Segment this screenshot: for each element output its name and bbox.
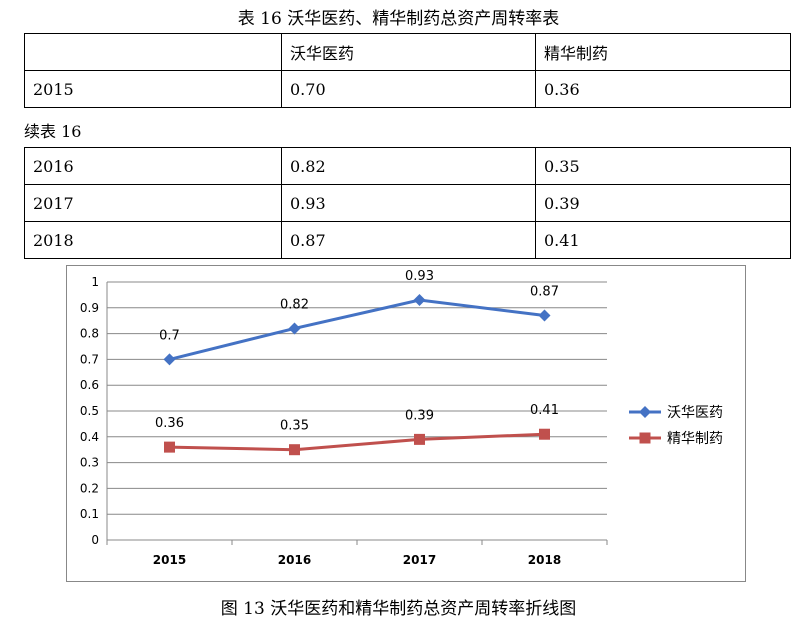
table-title: 表 16 沃华医药、精华制药总资产周转率表 bbox=[237, 9, 560, 29]
wohua-value-cell: 0.82 bbox=[281, 147, 536, 185]
table-row: 2016 0.82 0.35 bbox=[24, 147, 791, 185]
series-line-1 bbox=[169, 298, 545, 361]
data-label: 0.82 bbox=[280, 297, 309, 312]
data-point-marker bbox=[539, 428, 550, 440]
jinghua-value-cell: 0.35 bbox=[535, 147, 791, 185]
turnover-table-part2: 2016 0.82 0.35 2017 0.93 0.39 2018 0.87 … bbox=[24, 147, 791, 259]
y-tick-label: 0.4 bbox=[80, 430, 99, 444]
header-cell-wohua: 沃华医药 bbox=[281, 33, 536, 71]
table-header-row: 沃华医药 精华制药 bbox=[24, 33, 791, 71]
data-label: 0.7 bbox=[159, 328, 180, 343]
header-cell-empty bbox=[24, 33, 282, 71]
y-tick-label: 1 bbox=[91, 275, 99, 289]
y-tick-label: 0.6 bbox=[80, 378, 99, 392]
data-point-marker bbox=[163, 353, 176, 366]
year-cell: 2017 bbox=[24, 184, 282, 222]
y-tick-label: 0.2 bbox=[80, 481, 99, 495]
x-tick-label: 2017 bbox=[403, 553, 436, 567]
series-line-2 bbox=[169, 432, 545, 452]
jinghua-value-cell: 0.39 bbox=[535, 184, 791, 222]
data-point-marker bbox=[288, 322, 301, 335]
chart-frame: 0 0.1 0.2 0.3 0.4 0.5 0.6 0.7 0.8 0.9 1 2015 2016 201… bbox=[66, 265, 746, 582]
figure-caption: 图 13 沃华医药和精华制药总资产周转率折线图 bbox=[220, 599, 577, 619]
data-label: 0.39 bbox=[405, 408, 434, 423]
data-point-marker bbox=[289, 444, 300, 456]
legend-label: 沃华医药 bbox=[667, 405, 723, 421]
y-tick-label: 0.5 bbox=[80, 404, 99, 418]
y-tick-label: 0.1 bbox=[80, 507, 99, 521]
table-row: 2015 0.70 0.36 bbox=[24, 70, 791, 108]
y-tick-label: 0.3 bbox=[80, 456, 99, 470]
data-label: 0.87 bbox=[530, 285, 559, 300]
wohua-value-cell: 0.87 bbox=[281, 221, 536, 259]
year-cell: 2018 bbox=[24, 221, 282, 259]
wohua-value-cell: 0.70 bbox=[281, 70, 536, 108]
y-tick-label: 0.8 bbox=[80, 327, 99, 341]
data-label: 0.93 bbox=[405, 269, 434, 284]
turnover-line-chart: 0 0.1 0.2 0.3 0.4 0.5 0.6 0.7 0.8 0.9 1 2015 2016 201… bbox=[80, 269, 723, 567]
data-point-marker bbox=[164, 441, 175, 453]
y-tick-label: 0 bbox=[91, 533, 99, 547]
header-cell-jinghua: 精华制药 bbox=[535, 33, 791, 71]
x-tick-label: 2016 bbox=[278, 553, 311, 567]
legend-label: 精华制药 bbox=[667, 431, 723, 447]
legend-marker bbox=[639, 432, 651, 444]
data-point-marker bbox=[414, 433, 425, 445]
table-row: 2017 0.93 0.39 bbox=[24, 184, 791, 222]
table-row: 2018 0.87 0.41 bbox=[24, 221, 791, 259]
y-tick-label: 0.9 bbox=[80, 301, 99, 315]
data-label: 0.41 bbox=[530, 403, 559, 418]
data-label: 0.36 bbox=[155, 416, 184, 431]
wohua-value-cell: 0.93 bbox=[281, 184, 536, 222]
legend-marker bbox=[639, 406, 651, 418]
data-point-marker bbox=[538, 309, 551, 322]
y-tick-label: 0.7 bbox=[80, 352, 99, 366]
continued-table-label: 续表 16 bbox=[24, 122, 82, 141]
year-cell: 2015 bbox=[24, 70, 282, 108]
turnover-table-part1: 沃华医药 精华制药 2015 0.70 0.36 bbox=[24, 33, 791, 108]
jinghua-value-cell: 0.41 bbox=[535, 221, 791, 259]
data-label: 0.35 bbox=[280, 419, 309, 434]
x-tick-label: 2015 bbox=[153, 553, 186, 567]
year-cell: 2016 bbox=[24, 147, 282, 185]
x-tick-label: 2018 bbox=[528, 553, 561, 567]
jinghua-value-cell: 0.36 bbox=[535, 70, 791, 108]
data-point-marker bbox=[413, 294, 426, 307]
